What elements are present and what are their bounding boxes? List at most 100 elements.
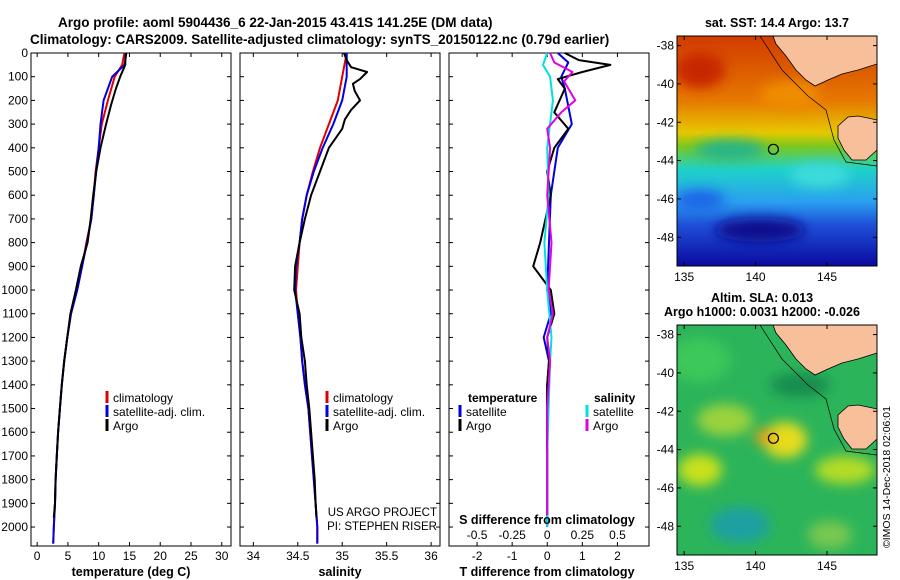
depth-tick-label: 1400: [1, 378, 28, 392]
sst-map-axes: -38 -40 -42 -44 -46 -48 135 140 145: [657, 36, 877, 284]
s-x-tick-label: 0: [544, 528, 551, 542]
sla-map-title: Altim. SLA: 0.013: [711, 291, 813, 305]
sst-map-land-victoria: [772, 36, 877, 87]
legend-label-t-satellite: satellite: [466, 405, 507, 419]
salinity-panel: 34 34.5 35 35.5 36 climatology satellite-adj…: [239, 52, 441, 579]
salinity-legend: climatology satellite-adj. clim. Argo: [325, 391, 425, 433]
x-tick-label: 20: [154, 549, 168, 563]
x-tick-label: 35: [336, 549, 350, 563]
depth-tick-label: 1300: [1, 354, 28, 368]
sst-map: sat. SST: 14.4 Argo: 13.7 -38 -40 -42 -44 -4…: [657, 16, 878, 284]
t-difference-label: T difference from climatology: [459, 565, 634, 579]
salinity-x-axis: 34 34.5 35 35.5 36: [247, 53, 438, 563]
depth-tick-label: 700: [8, 212, 28, 226]
sla-map-land-tasmania: [837, 404, 877, 450]
temperature-x-axis: 0 5 10 15 20 25 30: [34, 53, 229, 563]
x-tick-label: 0: [544, 549, 551, 563]
s-x-tick-label: 0.5: [609, 528, 626, 542]
lon-tick-label: 140: [746, 559, 766, 573]
lat-tick-label: -40: [657, 77, 675, 91]
sst-argo-position-marker: [767, 143, 780, 155]
imos-credit: ©IMOS 14-Dec-2018 02:06:01: [881, 406, 893, 548]
temperature-plot-frame: [30, 52, 232, 547]
series-argo: [293, 52, 369, 518]
depth-tick-label: 1500: [1, 402, 28, 416]
pi-credit: PI: STEPHEN RISER: [327, 521, 437, 533]
s-difference-label: S difference from climatology: [459, 513, 635, 527]
sst-map-isobath: [759, 36, 877, 167]
depth-tick-label: 1600: [1, 425, 28, 439]
sla-argo-position-marker: [767, 432, 780, 444]
temperature-legend: climatology satellite-adj. clim. Argo: [105, 391, 205, 433]
lat-tick-label: -48: [657, 519, 675, 533]
x-tick-label: -1: [507, 549, 518, 563]
sla-map-subtitle: Argo h1000: 0.0031 h2000: -0.026: [664, 305, 860, 319]
legend-label-climatology: climatology: [333, 391, 393, 405]
series-climatology: [52, 52, 126, 544]
series-satellite-adj-clim: [294, 53, 348, 544]
depth-tick-label: 1000: [1, 283, 28, 297]
depth-tick-label: 1700: [1, 449, 28, 463]
lon-tick-label: 135: [674, 559, 694, 573]
depth-tick-label: 800: [8, 236, 28, 250]
title-line-2: Climatology: CARS2009. Satellite-adjuste…: [30, 32, 609, 47]
depth-tick-label: 200: [8, 93, 28, 107]
sla-map-axes: -38 -40 -42 -44 -46 -48 135 140 145: [657, 325, 877, 573]
legend-title-temperature: temperature: [468, 391, 538, 405]
lon-tick-label: 140: [746, 270, 766, 284]
legend-label-t-argo: Argo: [466, 419, 492, 433]
series-s-satellite: [542, 52, 554, 527]
depth-tick-label: 500: [8, 165, 28, 179]
temperature-panel: 0100200300400500600700800900100011001200…: [1, 46, 232, 579]
sla-map-texture: [677, 338, 875, 549]
s-difference-x-axis: -0.5 -0.25 0 0.25 0.5: [467, 528, 626, 542]
difference-profiles: [532, 52, 612, 527]
x-tick-label: 34.5: [286, 549, 310, 563]
x-tick-label: 35.5: [375, 549, 399, 563]
t-difference-x-axis: -2 -1 0 1 2: [472, 53, 621, 563]
title-line-1: Argo profile: aoml 5904436_6 22-Jan-2015…: [58, 15, 492, 30]
depth-tick-label: 2000: [1, 520, 28, 534]
depth-tick-label: 1200: [1, 330, 28, 344]
lon-tick-label: 145: [817, 559, 837, 573]
difference-legend: temperature satellite Argo salinity sate…: [458, 391, 636, 433]
temperature-x-label: temperature (deg C): [72, 565, 191, 579]
legend-label-satellite: satellite-adj. clim.: [113, 405, 205, 419]
x-tick-label: 30: [215, 549, 229, 563]
s-x-tick-label: -0.25: [498, 528, 526, 542]
depth-tick-label: 1800: [1, 473, 28, 487]
difference-panel: -2 -1 0 1 2 -0.5 -0.25 0 0.25 0.5 temperature sa…: [448, 52, 650, 579]
depth-axis: 0 100 200 300 400 500 600 700 800 900 1000 1100 1200…: [1, 46, 231, 534]
lat-tick-label: -44: [657, 154, 675, 168]
x-tick-label: -2: [472, 549, 483, 563]
salinity-plot-frame: [239, 52, 441, 547]
legend-title-salinity: salinity: [594, 391, 636, 405]
depth-tick-label: 1900: [1, 496, 28, 510]
difference-depth-ticks: [449, 52, 649, 528]
s-x-tick-label: 0.25: [571, 528, 595, 542]
depth-tick-label: 0: [21, 46, 28, 60]
lat-tick-label: -38: [657, 328, 675, 342]
lat-tick-label: -40: [657, 366, 675, 380]
sst-map-title: sat. SST: 14.4 Argo: 13.7: [705, 16, 849, 30]
lat-tick-label: -42: [657, 404, 675, 418]
sla-map: Altim. SLA: 0.013 Argo h1000: 0.0031 h20…: [657, 291, 878, 573]
lat-tick-label: -42: [657, 115, 675, 129]
lat-tick-label: -46: [657, 192, 675, 206]
legend-label-satellite: satellite-adj. clim.: [333, 405, 425, 419]
salinity-x-label: salinity: [318, 565, 361, 579]
x-tick-label: 1: [579, 549, 586, 563]
lon-tick-label: 145: [817, 270, 837, 284]
x-tick-label: 0: [34, 549, 41, 563]
legend-label-s-argo: Argo: [593, 419, 619, 433]
x-tick-label: 15: [123, 549, 137, 563]
project-credit: US ARGO PROJECT: [328, 507, 437, 519]
series-climatology: [295, 52, 348, 544]
s-x-tick-label: -0.5: [467, 528, 488, 542]
depth-tick-label: 1100: [2, 307, 28, 321]
depth-tick-label: 600: [8, 188, 28, 202]
depth-tick-label: 400: [8, 141, 28, 155]
legend-label-s-satellite: satellite: [593, 405, 634, 419]
sst-map-land-tasmania: [837, 115, 877, 161]
